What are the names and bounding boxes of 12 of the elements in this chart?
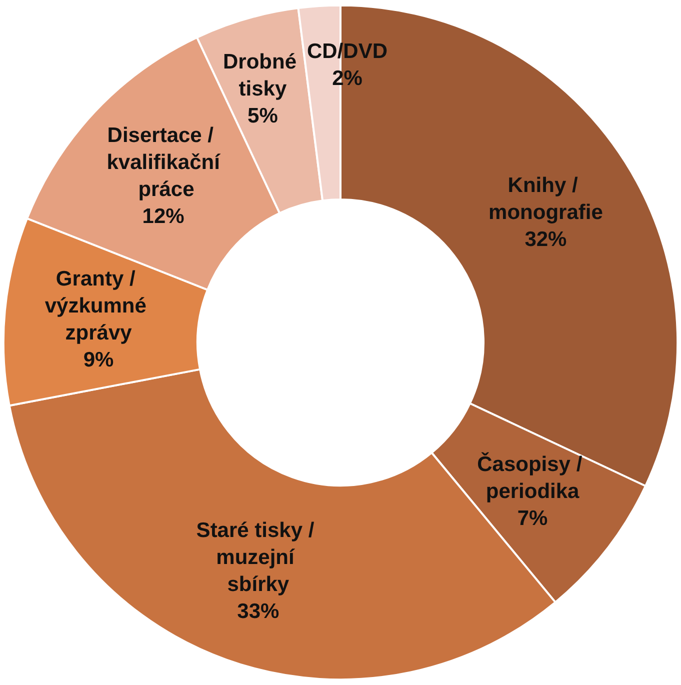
data-label: 9%: [83, 348, 114, 372]
data-label: 33%: [237, 600, 280, 624]
data-label: 32%: [524, 228, 568, 251]
data-label: 12%: [142, 205, 185, 228]
slice-label: Knihy / monografie: [488, 174, 603, 224]
data-label: 7%: [517, 506, 548, 530]
slice-label: Časopisy / periodika: [477, 452, 588, 503]
slice-label: Granty / výzkumné zprávy: [44, 268, 152, 345]
slice-label: Staré tisky / muzejní sbírky: [196, 519, 320, 596]
slice-label: Disertace / kvalifikační práce: [106, 124, 222, 202]
slice-label: Drobné tisky: [223, 50, 302, 101]
data-label: 5%: [248, 104, 278, 128]
